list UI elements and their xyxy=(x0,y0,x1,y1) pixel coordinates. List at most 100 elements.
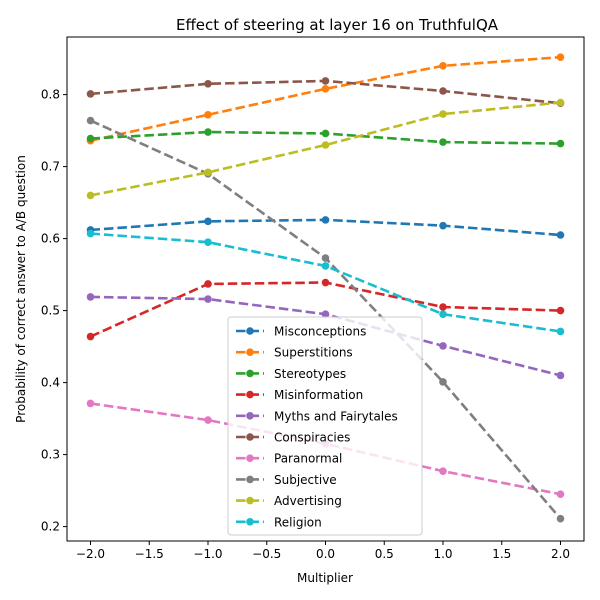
axis-ticks: −2.0 −1.5 −1.0 −0.5 0.0 0.5 1.0 1.5 2.0 0.2 0.3 0.4… xyxy=(41,88,570,561)
data-point-misconceptions xyxy=(321,216,330,224)
y-axis-label: Probability of correct answer to A/B que… xyxy=(14,155,28,423)
series-misinformation xyxy=(86,278,565,341)
data-point-misconceptions xyxy=(556,231,565,239)
legend-label: Paranormal xyxy=(274,452,342,466)
legend-marker xyxy=(246,412,254,420)
series-layer xyxy=(86,53,565,523)
data-point-myths-and-fairytales xyxy=(86,293,95,301)
data-point-advertising xyxy=(86,191,95,200)
data-point-subjective xyxy=(321,254,330,262)
x-tick-label: −1.0 xyxy=(193,547,222,561)
data-point-misconceptions xyxy=(439,221,447,230)
data-point-superstitions xyxy=(204,110,212,119)
data-point-conspiracies xyxy=(321,77,330,85)
data-point-paranormal xyxy=(439,467,447,475)
data-point-advertising xyxy=(204,168,212,177)
legend-item: Advertising xyxy=(236,494,342,508)
x-tick-label: −2.0 xyxy=(76,547,105,561)
y-tick-label: 0.6 xyxy=(41,232,60,246)
legend-marker xyxy=(246,348,254,357)
y-tick-label: 0.7 xyxy=(41,160,60,174)
data-point-misconceptions xyxy=(204,217,212,226)
data-point-stereotypes xyxy=(86,134,95,143)
y-tick-label: 0.3 xyxy=(41,448,60,462)
data-point-paranormal xyxy=(204,416,212,424)
legend-label: Religion xyxy=(274,515,322,529)
data-point-religion xyxy=(556,327,565,336)
legend-marker xyxy=(246,496,254,505)
legend: Misconceptions Superstitions Stereotypes Mi… xyxy=(227,316,423,536)
legend-label: Stereotypes xyxy=(274,367,346,381)
data-point-conspiracies xyxy=(439,87,447,95)
data-point-misinformation xyxy=(556,306,565,315)
data-point-stereotypes xyxy=(556,139,565,148)
data-point-conspiracies xyxy=(86,90,95,98)
y-tick-label: 0.2 xyxy=(41,520,60,534)
y-tick-label: 0.5 xyxy=(41,304,60,318)
data-point-myths-and-fairytales xyxy=(321,310,330,319)
x-tick-label: 0.5 xyxy=(375,547,394,561)
legend-item: Religion xyxy=(236,515,322,529)
legend-marker xyxy=(246,518,254,526)
legend-label: Conspiracies xyxy=(274,431,350,445)
data-point-superstitions xyxy=(556,53,565,61)
data-point-misinformation xyxy=(86,332,95,341)
y-tick-label: 0.4 xyxy=(41,376,60,390)
x-tick-label: 2.0 xyxy=(551,547,570,561)
data-point-misinformation xyxy=(321,278,330,287)
legend-box xyxy=(227,316,423,536)
legend-item: Subjective xyxy=(236,473,337,487)
data-point-myths-and-fairytales xyxy=(439,342,447,350)
legend-label: Superstitions xyxy=(274,346,353,360)
data-point-subjective xyxy=(86,116,95,125)
series-superstitions xyxy=(86,53,565,145)
series-myths-and-fairytales xyxy=(86,293,565,380)
legend-marker xyxy=(246,454,254,463)
series-advertising xyxy=(86,98,565,200)
data-point-stereotypes xyxy=(321,129,330,138)
legend-marker xyxy=(246,390,254,399)
legend-item: Paranormal xyxy=(236,452,342,466)
legend-item: Misconceptions xyxy=(236,325,366,339)
x-tick-label: −1.5 xyxy=(135,547,164,561)
data-point-religion xyxy=(321,262,330,270)
data-point-superstitions xyxy=(321,85,330,93)
legend-item: Conspiracies xyxy=(236,431,350,445)
data-point-subjective xyxy=(556,514,565,523)
chart-title: Effect of steering at layer 16 on Truthf… xyxy=(176,16,499,34)
data-point-myths-and-fairytales xyxy=(204,295,212,303)
legend-marker xyxy=(246,433,254,441)
data-point-paranormal xyxy=(556,490,565,499)
legend-item: Myths and Fairytales xyxy=(236,409,398,423)
x-tick-label: 1.0 xyxy=(433,547,452,561)
legend-label: Misinformation xyxy=(274,388,363,402)
legend-marker xyxy=(246,327,254,335)
legend-item: Misinformation xyxy=(236,388,363,402)
legend-label: Myths and Fairytales xyxy=(274,409,398,423)
data-point-myths-and-fairytales xyxy=(556,371,565,380)
data-point-misinformation xyxy=(439,303,447,311)
x-axis-label: Multiplier xyxy=(297,571,353,585)
data-point-subjective xyxy=(439,378,447,386)
data-point-paranormal xyxy=(86,399,95,408)
legend-label: Advertising xyxy=(274,494,342,508)
legend-marker xyxy=(246,369,254,378)
data-point-misinformation xyxy=(204,280,212,288)
data-point-religion xyxy=(86,229,95,238)
plot-frame xyxy=(66,36,585,542)
data-point-advertising xyxy=(321,141,330,149)
x-tick-label: −0.5 xyxy=(252,547,281,561)
x-tick-label: 1.5 xyxy=(492,547,511,561)
legend-label: Subjective xyxy=(274,473,337,487)
series-religion xyxy=(86,229,565,336)
data-point-conspiracies xyxy=(204,80,212,88)
data-point-stereotypes xyxy=(204,128,212,136)
data-point-religion xyxy=(204,238,212,246)
data-point-superstitions xyxy=(439,62,447,70)
x-tick-label: 0.0 xyxy=(316,547,335,561)
legend-marker xyxy=(246,475,254,484)
series-stereotypes xyxy=(86,128,565,148)
legend-label: Misconceptions xyxy=(274,325,366,339)
legend-item: Stereotypes xyxy=(236,367,346,381)
